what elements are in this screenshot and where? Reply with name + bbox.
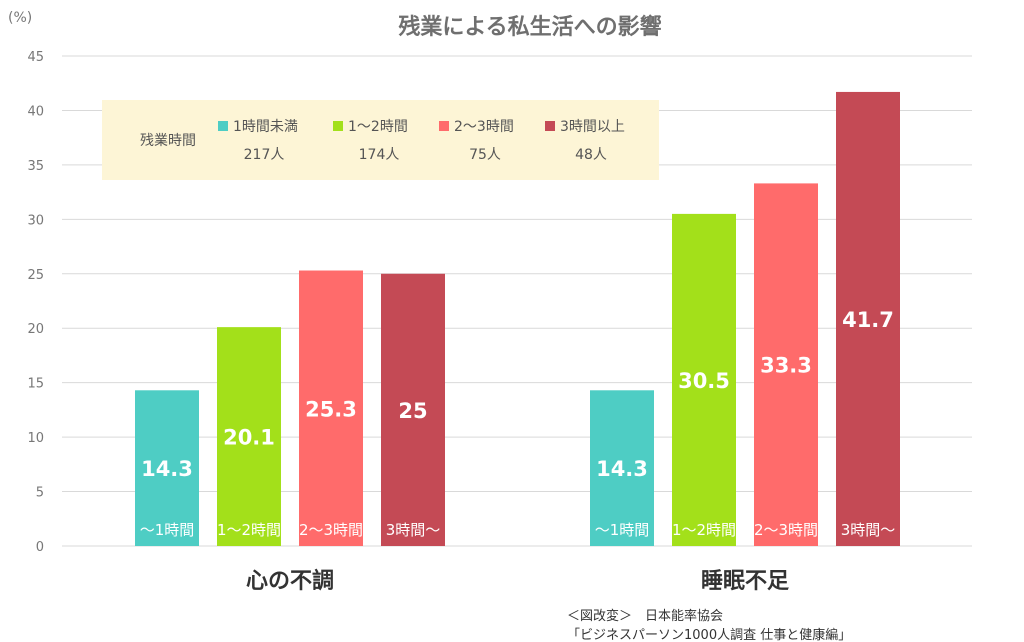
legend-series-name: 1時間未満 xyxy=(233,119,298,135)
bar-value-label: 14.3 xyxy=(596,457,648,481)
bar-period-label: 1〜2時間 xyxy=(217,521,281,539)
y-tick-label: 30 xyxy=(27,213,44,228)
bars: 14.3 〜1時間 20.1 1〜2時間 25.3 2〜3時間 25 3時間〜心の不調 14.3… xyxy=(135,91,900,594)
source-line-1: ＜図改変＞ 日本能率協会 xyxy=(567,608,723,624)
bar-period-label: 3時間〜 xyxy=(841,521,896,539)
bar-period-label: 〜1時間 xyxy=(595,521,650,539)
legend-series-name: 3時間以上 xyxy=(560,119,625,135)
legend-count: 217人 xyxy=(244,147,285,163)
legend-count: 48人 xyxy=(575,147,607,163)
bar-value-label: 41.7 xyxy=(842,308,894,332)
y-tick-label: 10 xyxy=(27,431,44,446)
bar-period-label: 1〜2時間 xyxy=(672,521,736,539)
legend: 残業時間 1時間未満 217人 1〜2時間 174人 2〜3時間 75人 3時間以上 48人 xyxy=(102,100,659,180)
x-category-label: 睡眠不足 xyxy=(701,569,789,594)
bar xyxy=(381,273,445,546)
legend-count: 174人 xyxy=(359,147,400,163)
bar xyxy=(672,213,736,546)
bar-value-label: 20.1 xyxy=(223,426,275,450)
bar-value-label: 14.3 xyxy=(141,457,193,481)
chart-title: 残業による私生活への影響 xyxy=(398,14,661,40)
bar xyxy=(217,327,281,546)
bar-period-label: 2〜3時間 xyxy=(754,521,818,539)
bar-period-label: 〜1時間 xyxy=(140,521,195,539)
y-axis-unit: (%) xyxy=(8,10,32,26)
bar-value-label: 30.5 xyxy=(678,369,730,393)
legend-series-name: 2〜3時間 xyxy=(454,119,514,135)
bar-value-label: 25 xyxy=(398,399,427,423)
y-tick-label: 35 xyxy=(27,159,44,174)
y-tick-label: 45 xyxy=(27,50,44,65)
bar-value-label: 33.3 xyxy=(760,354,812,378)
legend-count: 75人 xyxy=(469,147,501,163)
y-tick-label: 15 xyxy=(27,377,44,392)
bar-value-label: 25.3 xyxy=(305,397,357,421)
x-category-label: 心の不調 xyxy=(246,568,334,594)
legend-swatch xyxy=(439,121,449,131)
bar xyxy=(135,390,199,546)
legend-box xyxy=(102,100,659,180)
source-line-2: 「ビジネスパーソン1000人調査 仕事と健康編」 xyxy=(567,627,851,642)
y-tick-label: 40 xyxy=(27,104,44,119)
y-tick-label: 20 xyxy=(27,322,44,337)
legend-title: 残業時間 xyxy=(140,133,196,149)
bar xyxy=(590,390,654,546)
legend-swatch xyxy=(545,121,555,131)
y-tick-label: 5 xyxy=(36,486,44,501)
legend-swatch xyxy=(218,121,228,131)
bar xyxy=(299,270,363,546)
bar xyxy=(836,91,900,546)
bar-period-label: 3時間〜 xyxy=(386,521,441,539)
bar-period-label: 2〜3時間 xyxy=(299,521,363,539)
bar xyxy=(754,183,818,546)
legend-swatch xyxy=(333,121,343,131)
y-tick-label: 25 xyxy=(27,268,44,283)
legend-series-name: 1〜2時間 xyxy=(348,119,408,135)
y-tick-label: 0 xyxy=(36,540,44,555)
